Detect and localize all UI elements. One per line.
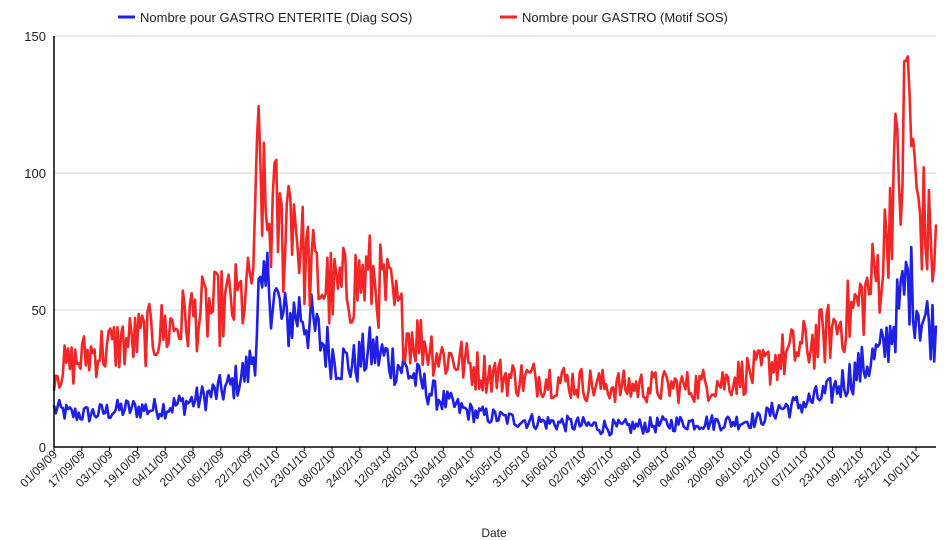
x-axis-ticks: 01/09/0917/09/0903/10/0919/10/0904/11/09… [17,447,922,490]
legend-label-motif: Nombre pour GASTRO (Motif SOS) [522,10,728,25]
y-tick-label-0: 0 [39,440,46,455]
series-lines [52,55,938,437]
series-line-1 [52,55,938,405]
axes [53,36,936,448]
y-tick-label-50: 50 [32,303,46,318]
y-axis-ticks: 0 50 100 150 [24,29,46,455]
gridlines [54,35,936,311]
series-line-0 [52,245,938,437]
legend-label-diag: Nombre pour GASTRO ENTERITE (Diag SOS) [140,10,412,25]
x-axis-title: Date [481,526,507,540]
y-tick-label-100: 100 [24,166,46,181]
y-tick-label-150: 150 [24,29,46,44]
legend: Nombre pour GASTRO ENTERITE (Diag SOS) N… [118,10,728,25]
